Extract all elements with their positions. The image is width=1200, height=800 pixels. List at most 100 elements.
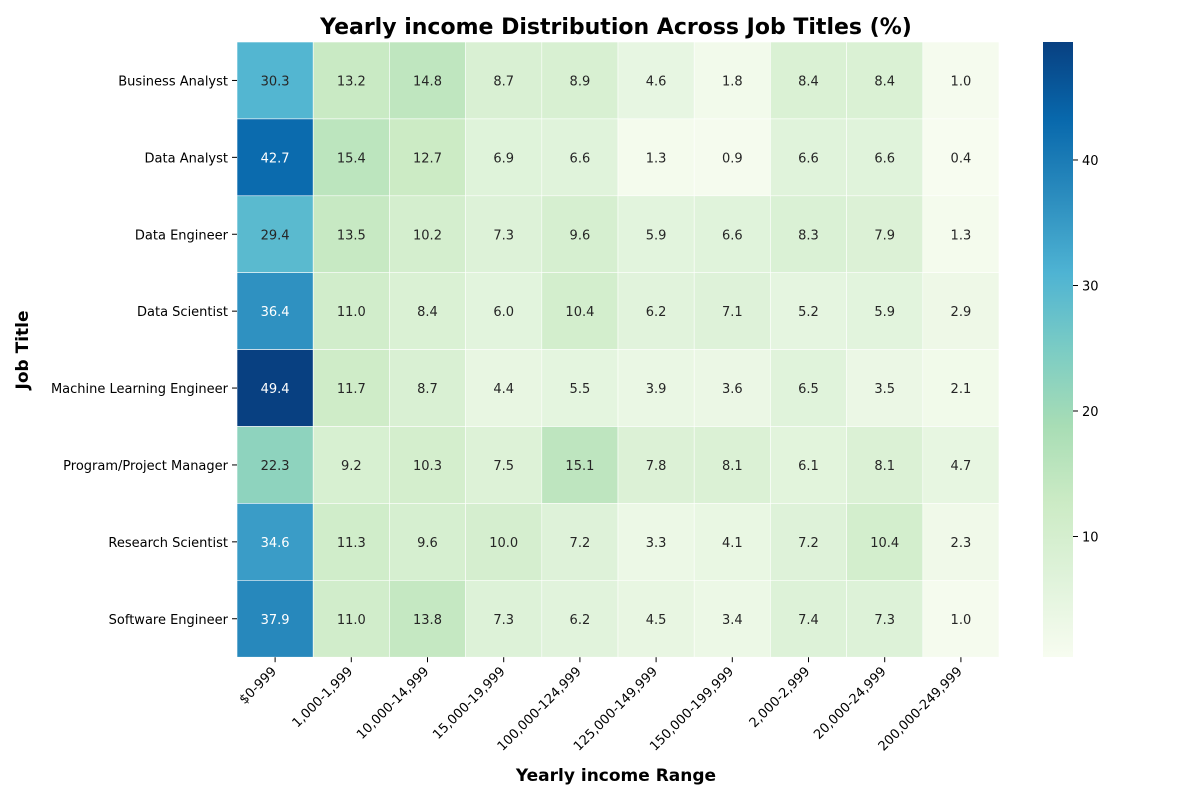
heatmap-cell: [846, 195, 924, 274]
heatmap-cell: [312, 118, 390, 197]
heatmap-cell: [236, 195, 314, 274]
cell-value-label: 5.5: [570, 382, 591, 397]
heatmap-cell: [693, 195, 771, 274]
cell-value-label: 6.6: [722, 228, 743, 243]
heatmap-cell: [389, 579, 466, 658]
heatmap-cell: [389, 118, 466, 197]
heatmap-cell: [541, 118, 619, 197]
heatmap-cell: [236, 272, 314, 350]
heatmap-cell: [312, 349, 390, 427]
heatmap-cell: [693, 349, 771, 427]
cell-value-label: 7.2: [570, 536, 591, 551]
heatmap-cell: [846, 579, 924, 658]
y-axis-ticks: Business Analyst Data Analyst Data Enginee…: [51, 74, 237, 628]
cell-value-label: 3.6: [722, 382, 743, 397]
y-tick-label: Research Scientist: [108, 536, 228, 551]
heatmap-cell: [465, 503, 543, 581]
heatmap-cell: [236, 41, 314, 120]
heatmap-cell: [922, 503, 1000, 581]
cell-value-label: 5.9: [646, 228, 667, 243]
cell-value-label: 0.4: [951, 151, 972, 166]
heatmap-cell: [922, 272, 1000, 350]
heatmap-cell: [617, 503, 695, 581]
heatmap-cell: [617, 272, 695, 350]
cell-value-label: 49.4: [261, 382, 290, 397]
cell-value-label: 11.3: [337, 536, 366, 551]
cell-value-label: 7.4: [798, 613, 819, 628]
heatmap-cell: [617, 118, 695, 197]
cell-value-label: 7.5: [493, 459, 514, 474]
heatmap-cell: [922, 579, 1000, 658]
colorbar-tick-label: 40: [1082, 154, 1099, 169]
cell-value-label: 8.9: [570, 74, 591, 89]
heatmap-cell: [846, 349, 924, 427]
cell-value-label: 2.1: [951, 382, 972, 397]
heatmap-cell: [693, 426, 771, 504]
heatmap-cell: [312, 579, 390, 658]
x-axis-label: Yearly income Range: [515, 766, 716, 786]
cell-value-label: 6.6: [798, 151, 819, 166]
cell-value-label: 9.2: [341, 459, 362, 474]
cell-value-label: 4.5: [646, 613, 667, 628]
colorbar: [1043, 42, 1073, 657]
cell-value-label: 10.0: [489, 536, 518, 551]
heatmap-cell: [693, 118, 771, 197]
x-tick-label: 15,000-19,999: [430, 664, 508, 742]
cell-value-label: 8.7: [417, 382, 438, 397]
heatmap-cell: [541, 579, 619, 658]
colorbar-tick-label: 10: [1082, 531, 1099, 546]
cell-value-label: 30.3: [261, 74, 290, 89]
cell-value-label: 7.2: [798, 536, 819, 551]
cell-value-label: 1.3: [951, 228, 972, 243]
cell-value-label: 7.9: [874, 228, 895, 243]
heatmap-cell-labels: 30.3 13.2 14.8 8.7 8.9 4.6 1.8 8.4 8.4 1.0 42.7 15.…: [261, 74, 972, 627]
colorbar-tick-label: 20: [1082, 405, 1099, 420]
x-tick-label: $0-999: [237, 664, 280, 707]
cell-value-label: 10.4: [565, 305, 594, 320]
cell-value-label: 3.9: [646, 382, 667, 397]
heatmap-cell: [465, 41, 543, 120]
cell-value-label: 13.8: [413, 613, 442, 628]
cell-value-label: 6.6: [874, 151, 895, 166]
cell-value-label: 15.4: [337, 151, 366, 166]
x-axis-ticks: $0-999 1,000-1,99910,000-14,99915,000-19,…: [237, 657, 966, 754]
cell-value-label: 6.5: [798, 382, 819, 397]
heatmap-cell: [693, 579, 771, 658]
heatmap-cell: [770, 272, 847, 350]
colorbar-ticks: 10 20 30 40: [1073, 154, 1099, 546]
heatmap-cell: [693, 503, 771, 581]
heatmap-cell: [465, 426, 543, 504]
x-tick-label: 20,000-24,999: [811, 664, 889, 742]
cell-value-label: 11.7: [337, 382, 366, 397]
y-tick-label: Data Engineer: [135, 228, 229, 243]
cell-value-label: 36.4: [261, 305, 290, 320]
cell-value-label: 3.3: [646, 536, 667, 551]
heatmap-cell: [922, 195, 1000, 274]
heatmap-cell: [312, 195, 390, 274]
cell-value-label: 11.0: [337, 613, 366, 628]
colorbar-tick-label: 30: [1082, 279, 1099, 294]
heatmap-cell: [922, 41, 1000, 120]
x-tick-label: 125,000-149,999: [571, 664, 661, 754]
cell-value-label: 15.1: [565, 459, 594, 474]
cell-value-label: 9.6: [417, 536, 438, 551]
cell-value-label: 6.1: [798, 459, 819, 474]
cell-value-label: 7.3: [493, 613, 514, 628]
cell-value-label: 10.4: [870, 536, 899, 551]
heatmap-cell: [922, 349, 1000, 427]
x-tick-label: 100,000-124,999: [495, 664, 585, 754]
cell-value-label: 12.7: [413, 151, 442, 166]
chart-title: Yearly income Distribution Across Job Ti…: [319, 15, 912, 40]
cell-value-label: 14.8: [413, 74, 442, 89]
cell-value-label: 6.0: [493, 305, 514, 320]
heatmap-cell: [389, 349, 466, 427]
cell-value-label: 37.9: [261, 613, 290, 628]
heatmap-cell: [770, 195, 847, 274]
cell-value-label: 1.8: [722, 74, 743, 89]
heatmap-cell: [846, 503, 924, 581]
cell-value-label: 42.7: [261, 151, 290, 166]
cell-value-label: 13.2: [337, 74, 366, 89]
cell-value-label: 7.8: [646, 459, 667, 474]
heatmap-cell: [846, 118, 924, 197]
cell-value-label: 7.3: [493, 228, 514, 243]
